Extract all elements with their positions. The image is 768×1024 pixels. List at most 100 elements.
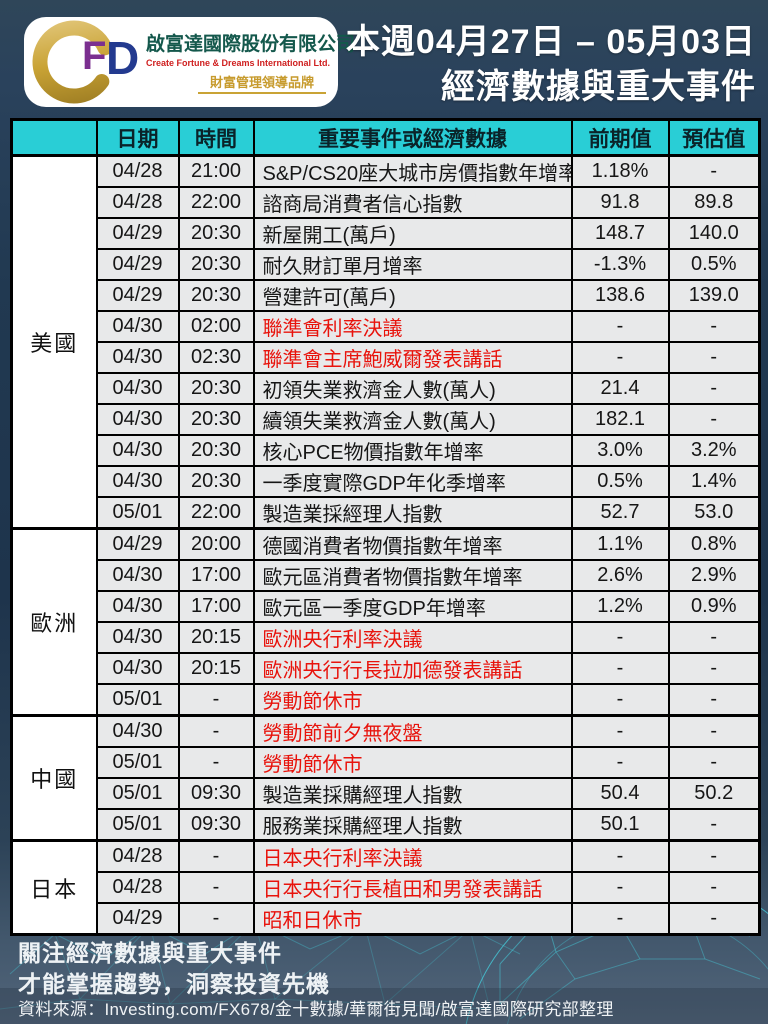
column-header-estimated-value: 預估值 bbox=[667, 118, 761, 157]
event-cell: 聯準會利率決議 bbox=[252, 310, 573, 343]
date-cell: 04/30 bbox=[95, 403, 180, 436]
time-cell: 20:30 bbox=[177, 434, 255, 467]
logo-letter-f: F bbox=[82, 34, 106, 78]
previous-value-cell: - bbox=[570, 652, 670, 685]
previous-value-cell: - bbox=[570, 746, 670, 779]
company-logo: F D 啟富達國際股份有限公司 Create Fortune & Dreams … bbox=[24, 17, 356, 107]
company-name-en: Create Fortune & Dreams International Lt… bbox=[146, 58, 331, 68]
estimated-value-cell: - bbox=[667, 341, 761, 374]
time-cell: 21:00 bbox=[177, 154, 255, 188]
estimated-value-cell: - bbox=[667, 372, 761, 405]
column-header-date: 日期 bbox=[95, 118, 180, 157]
time-cell: 09:30 bbox=[177, 808, 255, 842]
table-body: 美國 04/28 21:00 S&P/CS20座大城市房價指數年增率 1.18% -04/… bbox=[10, 154, 761, 936]
date-cell: 05/01 bbox=[95, 777, 180, 810]
region-label-europe: 歐洲 bbox=[10, 527, 98, 717]
economic-calendar-table: 日期 時間 重要事件或經濟數據 前期值 預估值 美國 04/28 21:00 S&P/… bbox=[10, 118, 761, 936]
event-cell: 昭和日休市 bbox=[252, 902, 573, 936]
time-cell: 09:30 bbox=[177, 777, 255, 810]
time-cell: 20:30 bbox=[177, 279, 255, 312]
date-cell: 04/30 bbox=[95, 590, 180, 623]
date-cell: 04/29 bbox=[95, 248, 180, 281]
previous-value-cell: 182.1 bbox=[570, 403, 670, 436]
estimated-value-cell: - bbox=[667, 652, 761, 685]
previous-value-cell: 52.7 bbox=[570, 496, 670, 530]
page-title-line2: 經濟數據與重大事件 bbox=[441, 68, 756, 106]
date-cell: 04/30 bbox=[95, 559, 180, 592]
previous-value-cell: 138.6 bbox=[570, 279, 670, 312]
event-cell: 歐元區一季度GDP年增率 bbox=[252, 590, 573, 623]
event-cell: 初領失業救濟金人數(萬人) bbox=[252, 372, 573, 405]
event-cell: 歐洲央行利率決議 bbox=[252, 621, 573, 654]
table-row: 04/30 17:00 歐元區消費者物價指數年增率 2.6% 2.9% bbox=[12, 559, 761, 592]
estimated-value-cell: - bbox=[667, 714, 761, 748]
estimated-value-cell: 0.8% bbox=[667, 527, 761, 561]
previous-value-cell: 3.0% bbox=[570, 434, 670, 467]
date-cell: 04/28 bbox=[95, 186, 180, 219]
date-cell: 04/29 bbox=[95, 902, 180, 936]
event-cell: 德國消費者物價指數年增率 bbox=[252, 527, 573, 561]
company-name-zh: 啟富達國際股份有限公司 bbox=[146, 34, 356, 55]
region-label-japan: 日本 bbox=[10, 839, 98, 936]
table-row: 05/01 09:30 服務業採購經理人指數 50.1- bbox=[12, 808, 761, 842]
previous-value-cell: 2.6% bbox=[570, 559, 670, 592]
time-cell: - bbox=[177, 839, 255, 873]
estimated-value-cell: 53.0 bbox=[667, 496, 761, 530]
date-cell: 05/01 bbox=[95, 683, 180, 717]
previous-value-cell: 91.8 bbox=[570, 186, 670, 219]
column-header-event: 重要事件或經濟數據 bbox=[252, 118, 573, 157]
event-cell: 勞動節休市 bbox=[252, 683, 573, 717]
event-cell: 核心PCE物價指數年增率 bbox=[252, 434, 573, 467]
date-cell: 04/30 bbox=[95, 341, 180, 374]
date-cell: 04/30 bbox=[95, 310, 180, 343]
previous-value-cell: - bbox=[570, 310, 670, 343]
time-cell: - bbox=[177, 902, 255, 936]
column-header-region bbox=[10, 118, 98, 157]
previous-value-cell: - bbox=[570, 871, 670, 904]
table-row: 04/30 20:30 核心PCE物價指數年增率 3.0% 3.2% bbox=[12, 434, 761, 467]
estimated-value-cell: - bbox=[667, 621, 761, 654]
data-source-line: 資料來源：Investing.com/FX678/金十數據/華爾街見聞/啟富達國… bbox=[18, 1000, 614, 1019]
event-cell: 日本央行利率決議 bbox=[252, 839, 573, 873]
date-cell: 05/01 bbox=[95, 808, 180, 842]
previous-value-cell: 148.7 bbox=[570, 217, 670, 250]
table-row: 04/29 20:30 營建許可(萬戶) 138.6 139.0 bbox=[12, 279, 761, 312]
event-cell: 勞動節休市 bbox=[252, 746, 573, 779]
date-cell: 04/30 bbox=[95, 714, 180, 748]
company-brand-line: 財富管理領導品牌 bbox=[198, 72, 326, 94]
table-row: 中國 04/30- 勞動節前夕無夜盤 - - bbox=[10, 714, 761, 842]
region-label-us: 美國 bbox=[10, 154, 98, 530]
estimated-value-cell: 0.5% bbox=[667, 248, 761, 281]
table-row: 04/30 17:00 歐元區一季度GDP年增率 1.2% 0.9% bbox=[12, 590, 761, 623]
previous-value-cell: 1.18% bbox=[570, 154, 670, 188]
event-cell: 日本央行行長植田和男發表講話 bbox=[252, 871, 573, 904]
date-cell: 04/30 bbox=[95, 372, 180, 405]
estimated-value-cell: 0.9% bbox=[667, 590, 761, 623]
estimated-value-cell: - bbox=[667, 902, 761, 936]
table-row: 04/30 20:15 歐洲央行行長拉加德發表講話 - - bbox=[12, 652, 761, 685]
time-cell: 22:00 bbox=[177, 496, 255, 530]
date-cell: 04/28 bbox=[95, 871, 180, 904]
time-cell: - bbox=[177, 683, 255, 717]
previous-value-cell: - bbox=[570, 902, 670, 936]
time-cell: 17:00 bbox=[177, 559, 255, 592]
estimated-value-cell: 3.2% bbox=[667, 434, 761, 467]
date-cell: 05/01 bbox=[95, 496, 180, 530]
date-cell: 04/30 bbox=[95, 652, 180, 685]
estimated-value-cell: 1.4% bbox=[667, 465, 761, 498]
estimated-value-cell: - bbox=[667, 839, 761, 873]
table-row: 04/29- 昭和日休市 - - bbox=[12, 902, 761, 936]
footer-slogan: 關注經濟數據與重大事件 才能掌握趨勢，洞察投資先機 bbox=[18, 938, 330, 1000]
previous-value-cell: 50.1 bbox=[570, 808, 670, 842]
event-cell: S&P/CS20座大城市房價指數年增率 bbox=[252, 154, 573, 188]
event-cell: 製造業採購經理人指數 bbox=[252, 777, 573, 810]
estimated-value-cell: 140.0 bbox=[667, 217, 761, 250]
estimated-value-cell: - bbox=[667, 683, 761, 717]
table-row: 05/01- 勞動節休市 - - bbox=[12, 746, 761, 779]
time-cell: 20:15 bbox=[177, 621, 255, 654]
table-row: 05/01- 勞動節休市 - - bbox=[12, 683, 761, 717]
estimated-value-cell: 2.9% bbox=[667, 559, 761, 592]
table-row: 04/29 20:30 新屋開工(萬戶) 148.7 140.0 bbox=[12, 217, 761, 250]
column-header-previous-value: 前期值 bbox=[570, 118, 670, 157]
